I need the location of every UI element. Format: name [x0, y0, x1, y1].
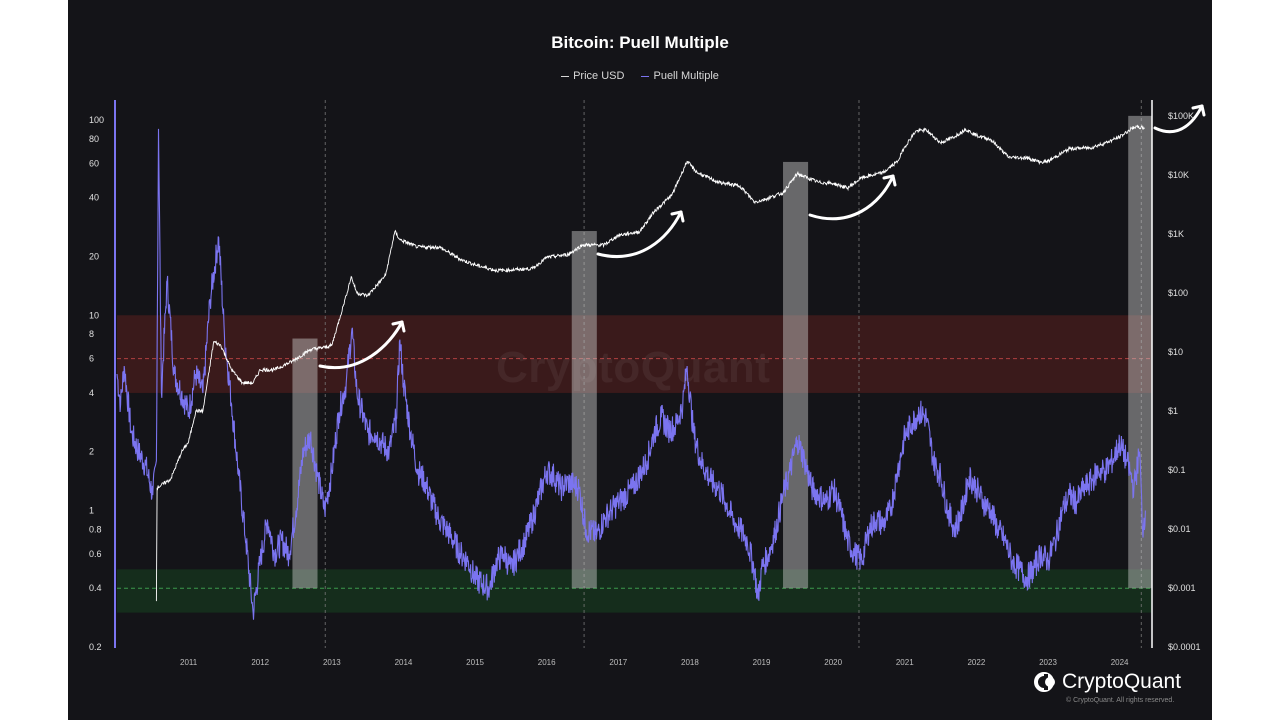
x-tick-label: 2020 [824, 658, 842, 667]
y-left-tick-label: 80 [89, 134, 99, 144]
x-tick-label: 2024 [1111, 658, 1129, 667]
x-tick-label: 2017 [609, 658, 627, 667]
y-left-tick-label: 0.4 [89, 583, 102, 593]
y-left-tick-label: 20 [89, 251, 99, 261]
trend-arrows [318, 104, 1206, 370]
y-left-tick-label: 100 [89, 115, 104, 125]
y-right-tick-label: $10 [1168, 347, 1183, 357]
trend-arrow [318, 320, 404, 370]
chart-title: Bitcoin: Puell Multiple [551, 33, 729, 52]
chart-legend: Price USD Puell Multiple [0, 70, 1280, 82]
brand-logo: CryptoQuant [1034, 670, 1181, 694]
legend-item-puell[interactable]: Puell Multiple [641, 70, 719, 82]
arrowhead-icon [391, 320, 406, 333]
highlight-bar [1128, 115, 1152, 589]
series-price-usd [155, 124, 1145, 602]
undervalued-band [117, 569, 1152, 613]
x-tick-label: 2014 [395, 658, 413, 667]
legend-label-puell: Puell Multiple [653, 70, 719, 82]
brand-name: CryptoQuant [1062, 670, 1182, 693]
trend-arrow [596, 210, 683, 258]
cryptoquant-logo-icon [1034, 672, 1055, 692]
y-left-tick-label: 0.2 [89, 642, 102, 652]
y-left-tick-label: 1 [89, 506, 94, 516]
x-tick-label: 2011 [180, 658, 198, 667]
overvalued-band [117, 315, 1152, 393]
legend-item-price[interactable]: Price USD [561, 70, 624, 82]
highlight-periods [292, 115, 1152, 589]
valuation-bands [117, 315, 1152, 613]
copyright-text: © CryptoQuant. All rights reserved. [1066, 697, 1175, 704]
y-right-tick-label: $1K [1168, 229, 1184, 239]
arrowhead-icon [1191, 104, 1206, 117]
x-tick-label: 2023 [1039, 658, 1057, 667]
arrowhead-icon [882, 174, 897, 187]
y-right-tick-label: $0.01 [1168, 524, 1191, 534]
y-right-tick-label: $1 [1168, 406, 1178, 416]
y-left-tick-label: 60 [89, 158, 99, 168]
y-left-tick-label: 10 [89, 310, 99, 320]
y-left-tick-label: 6 [89, 354, 94, 364]
y-left-tick-label: 0.8 [89, 524, 102, 534]
y-left-tick-label: 0.6 [89, 549, 102, 559]
series-lines [116, 124, 1146, 620]
legend-line-icon [641, 75, 650, 77]
arrowhead-icon [670, 210, 685, 223]
y-right-tick-label: $0.0001 [1168, 642, 1201, 652]
highlight-bar [292, 338, 318, 589]
x-tick-label: 2016 [538, 658, 556, 667]
x-tick-label: 2019 [753, 658, 771, 667]
x-tick-label: 2015 [466, 658, 484, 667]
x-tick-label: 2021 [896, 658, 914, 667]
trend-arrow [808, 174, 895, 221]
highlight-bar [783, 161, 809, 589]
y-right-tick-label: $0.1 [1168, 465, 1186, 475]
y-right-tick-label: $10K [1168, 170, 1189, 180]
y-left-tick-label: 40 [89, 193, 99, 203]
y-left-tick-label: 2 [89, 447, 94, 457]
x-tick-label: 2018 [681, 658, 699, 667]
trend-arrow [1153, 104, 1204, 134]
legend-label-price: Price USD [573, 70, 625, 82]
y-right-tick-label: $100 [1168, 288, 1188, 298]
x-tick-label: 2013 [323, 658, 341, 667]
y-right-tick-label: $0.001 [1168, 583, 1196, 593]
series-puell-multiple [116, 128, 1146, 620]
watermark: CryptoQuant [496, 343, 771, 392]
x-tick-label: 2022 [967, 658, 985, 667]
x-tick-label: 2012 [251, 658, 269, 667]
highlight-bar [571, 231, 597, 589]
legend-line-icon [561, 75, 570, 77]
y-left-tick-label: 8 [89, 329, 94, 339]
y-left-tick-label: 4 [89, 388, 94, 398]
y-right-tick-label: $100K [1168, 111, 1194, 121]
